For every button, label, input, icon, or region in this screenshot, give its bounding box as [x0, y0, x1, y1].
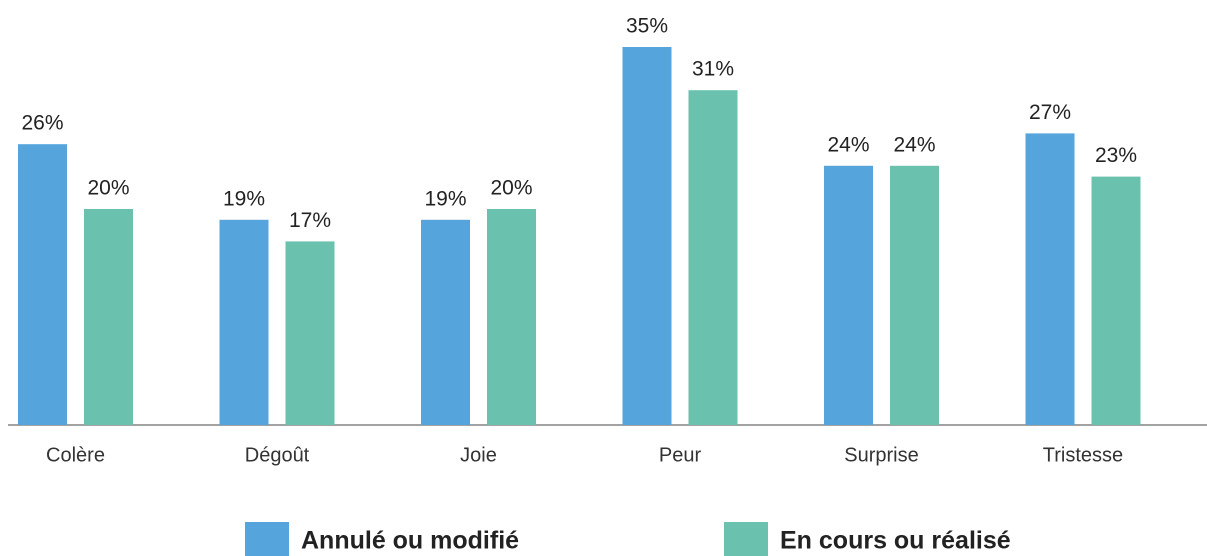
- legend-swatch: [724, 522, 768, 556]
- bar: [487, 209, 536, 425]
- value-label: 20%: [490, 177, 532, 200]
- value-label: 19%: [424, 187, 466, 210]
- x-tick-label: Joie: [460, 444, 497, 466]
- value-label: 19%: [223, 187, 265, 210]
- value-label: 27%: [1029, 101, 1071, 124]
- bar: [18, 144, 67, 425]
- value-label: 31%: [692, 58, 734, 81]
- value-label: 26%: [21, 112, 63, 135]
- bar: [688, 90, 738, 425]
- bar: [890, 165, 939, 426]
- legend-swatch: [245, 522, 289, 556]
- legend-label: En cours ou réalisé: [780, 527, 1011, 555]
- bar: [824, 165, 873, 426]
- legend-label: Annulé ou modifié: [301, 527, 519, 555]
- bar: [219, 219, 269, 425]
- x-tick-label: Tristesse: [1043, 444, 1123, 466]
- bar: [622, 47, 672, 425]
- bar: [1025, 133, 1075, 425]
- bar: [421, 219, 470, 425]
- x-tick-label: Colère: [46, 444, 105, 466]
- value-label: 23%: [1095, 144, 1137, 167]
- x-tick-label: Dégoût: [245, 444, 310, 466]
- value-label: 35%: [626, 15, 668, 38]
- value-label: 20%: [87, 177, 129, 200]
- bar: [285, 241, 335, 425]
- value-label: 24%: [827, 133, 869, 156]
- x-tick-label: Peur: [659, 444, 702, 466]
- bar: [1091, 176, 1141, 425]
- value-label: 24%: [893, 133, 935, 156]
- x-tick-label: Surprise: [844, 444, 918, 466]
- bar: [84, 209, 133, 425]
- value-label: 17%: [289, 209, 331, 232]
